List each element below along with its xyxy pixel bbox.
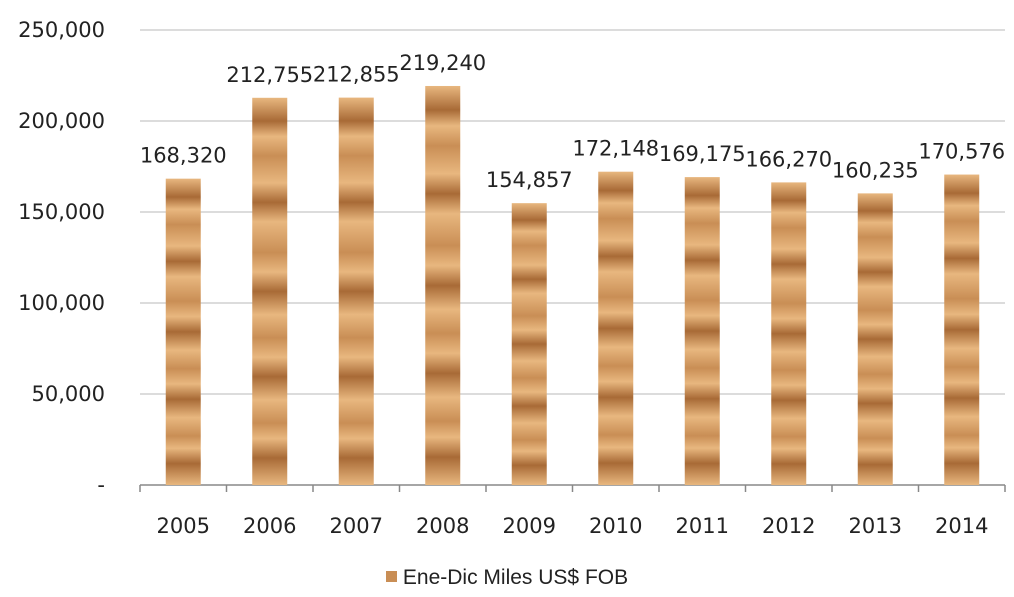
data-label: 170,576 [918,140,1005,164]
x-tick-label: 2008 [416,514,469,538]
bars [165,85,980,486]
legend: Ene-Dic Miles US$ FOB [0,566,1014,590]
y-tick-label: 150,000 [18,200,105,224]
bar-2013 [857,193,893,485]
x-tick-label: 2006 [243,514,296,538]
bar-2012 [771,182,807,485]
y-tick-label: 250,000 [18,18,105,42]
x-tick-label: 2005 [157,514,210,538]
x-tick-label: 2013 [849,514,902,538]
bar-2011 [684,177,720,485]
bar-2009 [511,203,547,485]
x-axis-tick-labels: 2005 2006 2007 2008 2009 2010 2011 2012 2013 2014 [157,514,989,538]
y-tick-label: - [97,473,105,497]
data-label: 160,235 [832,158,919,182]
bar-2006 [252,97,288,486]
bar-2010 [598,171,634,485]
bar-2007 [338,97,374,486]
x-tick-label: 2014 [935,514,988,538]
data-label: 166,270 [745,147,832,171]
bar-chart: - 50,000 100,000 150,000 200,000 250,000 2005… [18,18,1006,538]
y-tick-label: 100,000 [18,291,105,315]
bar-2014 [944,174,980,485]
x-tick-label: 2007 [330,514,383,538]
x-tick-label: 2010 [589,514,642,538]
axes [139,484,1006,492]
legend-label: Ene-Dic Miles US$ FOB [402,566,629,589]
x-tick-label: 2009 [503,514,556,538]
x-tick-label: 2012 [762,514,815,538]
bar-2005 [165,178,201,485]
data-label: 169,175 [659,142,746,166]
bar-2008 [425,85,461,485]
legend-swatch [385,570,397,582]
data-label: 219,240 [399,51,486,75]
data-label: 154,857 [486,168,573,192]
data-label: 212,755 [226,63,313,87]
data-label: 212,855 [313,63,400,87]
x-tick-label: 2011 [676,514,729,538]
data-label: 172,148 [572,137,659,161]
y-tick-label: 200,000 [18,109,105,133]
data-label: 168,320 [140,144,227,168]
y-axis-tick-labels: - 50,000 100,000 150,000 200,000 250,000 [18,18,105,497]
y-tick-label: 50,000 [32,382,105,406]
data-labels: 168,320 212,755 212,855 219,240 154,857 172,1… [140,51,1005,192]
